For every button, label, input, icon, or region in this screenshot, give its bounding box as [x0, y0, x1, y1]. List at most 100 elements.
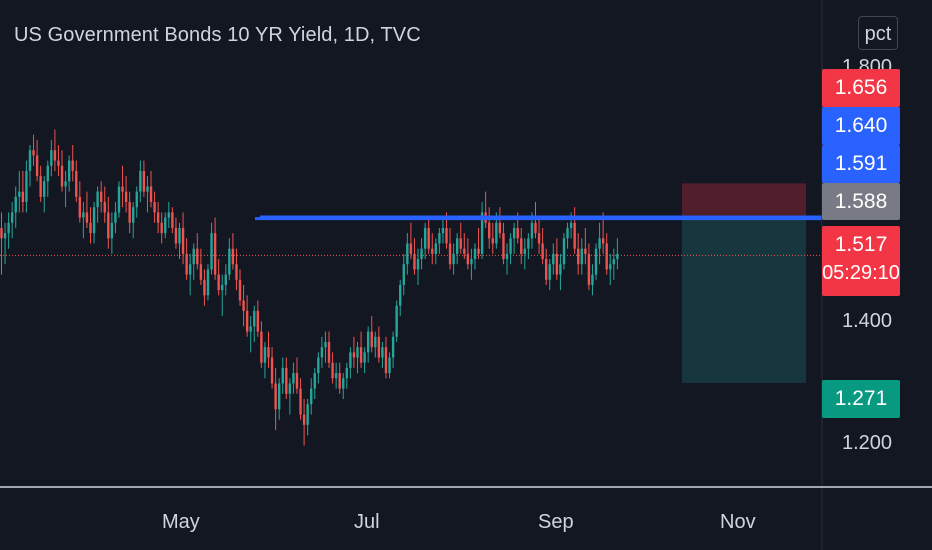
- candle-body: [196, 248, 199, 265]
- candle-body: [260, 331, 263, 363]
- candle-body: [3, 233, 7, 239]
- candle-body: [345, 367, 349, 379]
- candle-body: [139, 170, 142, 192]
- candle-body: [302, 414, 306, 425]
- horizontal-levels[interactable]: [255, 215, 822, 221]
- target-price-tag: 1.271: [822, 380, 900, 418]
- candle-body: [299, 388, 302, 415]
- candle-body: [245, 310, 249, 332]
- candle-body: [327, 341, 331, 363]
- candle-body: [438, 233, 441, 244]
- candle-body: [498, 222, 502, 234]
- candle-body: [537, 233, 541, 244]
- candle-body: [285, 367, 288, 394]
- candle-body: [352, 352, 356, 358]
- candle-body: [434, 243, 438, 254]
- candle-body: [466, 253, 470, 265]
- candle-body: [274, 383, 277, 410]
- candle-body: [114, 212, 117, 223]
- candle-body: [601, 238, 605, 244]
- candle-body: [591, 274, 594, 285]
- candle-body: [516, 227, 519, 239]
- candle-body: [67, 160, 71, 182]
- candle-body: [527, 238, 530, 249]
- candle-body: [523, 248, 527, 254]
- chart-title: US Government Bonds 10 YR Yield, 1D, TVC: [14, 24, 421, 46]
- candle-body: [235, 264, 238, 280]
- candle-body: [399, 284, 402, 306]
- candle-body: [609, 264, 612, 270]
- candle-body: [505, 253, 509, 260]
- candle-body: [441, 227, 445, 234]
- candle-body: [488, 222, 491, 239]
- candle-body: [263, 347, 267, 363]
- candle-body: [334, 373, 338, 379]
- time-label-nov: Nov: [720, 511, 756, 533]
- candle-body: [192, 248, 195, 265]
- candle-body: [174, 227, 178, 244]
- candle-body: [534, 222, 537, 234]
- candle-body: [10, 212, 14, 223]
- entry-price-tag: 1.588: [822, 183, 900, 220]
- candle-body: [135, 191, 138, 208]
- bar-countdown: 05:29:10: [822, 262, 900, 284]
- candle-body: [25, 170, 28, 203]
- candle-body: [559, 264, 562, 275]
- candle-body: [7, 222, 10, 234]
- scale-mode-button[interactable]: pct: [858, 16, 898, 50]
- candle-body: [217, 274, 220, 291]
- candle-body: [82, 212, 85, 218]
- candle-body: [577, 248, 580, 265]
- time-label-may: May: [162, 511, 200, 533]
- candle-body: [14, 196, 17, 213]
- candle-body: [363, 352, 366, 363]
- candle-body: [188, 264, 192, 275]
- candle-body: [292, 373, 295, 384]
- candle-body: [616, 253, 619, 260]
- candle-body: [598, 238, 601, 249]
- upper-price-tag: 1.640: [822, 107, 900, 145]
- candle-body: [203, 279, 206, 296]
- candle-body: [366, 331, 370, 353]
- candle-body: [402, 264, 405, 285]
- candle-body: [153, 202, 156, 213]
- candle-body: [32, 150, 35, 156]
- candle-body: [552, 253, 555, 265]
- candle-body: [544, 259, 548, 280]
- candle-body: [452, 253, 455, 265]
- candle-body: [381, 347, 384, 358]
- candle-body: [313, 373, 316, 389]
- candle-body: [128, 202, 131, 223]
- candle-body: [92, 207, 96, 234]
- candle-body: [277, 383, 281, 410]
- candle-body: [338, 373, 341, 389]
- candle-body: [221, 284, 224, 291]
- last-price-tag: 1.517 05:29:10: [822, 226, 900, 296]
- target-zone: [682, 218, 806, 383]
- candle-body: [520, 238, 523, 254]
- candle-body: [548, 264, 551, 280]
- candle-body: [146, 186, 149, 192]
- candle-body: [0, 227, 3, 239]
- candle-body: [295, 373, 299, 389]
- candle-body: [594, 248, 598, 275]
- level-price-tag: 1.591: [822, 145, 900, 183]
- candle-body: [448, 243, 452, 265]
- candle-body: [580, 248, 583, 265]
- candle-body: [377, 336, 381, 358]
- candle-body: [502, 233, 505, 260]
- candle-body: [18, 191, 21, 197]
- candle-body: [181, 227, 185, 254]
- time-axis[interactable]: May Jul Sep Nov: [162, 511, 756, 533]
- candle-body: [431, 248, 434, 254]
- time-label-jul: Jul: [354, 511, 380, 533]
- candle-body: [612, 259, 616, 265]
- candle-body: [39, 176, 42, 197]
- candle-body: [281, 367, 284, 384]
- candle-body: [331, 362, 334, 379]
- candle-body: [573, 222, 576, 249]
- candle-body: [423, 227, 427, 249]
- candle-body: [470, 259, 473, 265]
- candle-body: [530, 222, 534, 239]
